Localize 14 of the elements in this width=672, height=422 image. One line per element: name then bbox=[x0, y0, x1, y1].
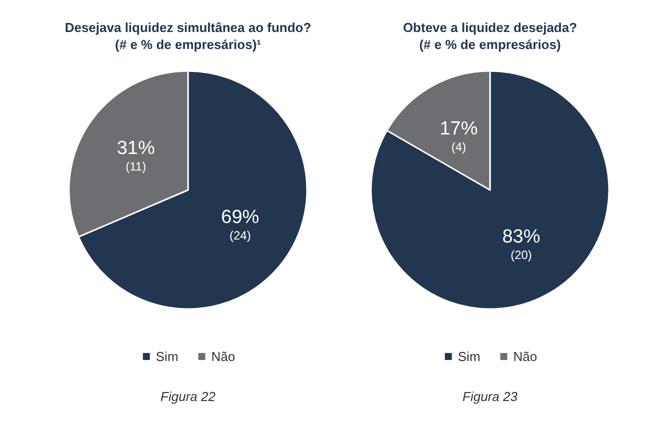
legend-label: Sim bbox=[156, 349, 178, 364]
legend-label: Não bbox=[513, 349, 538, 364]
chart-subtitle: (# e % de empresários)¹ bbox=[115, 37, 261, 52]
legend-label: Não bbox=[211, 349, 236, 364]
chart-subtitle: (# e % de empresários) bbox=[419, 37, 561, 52]
chart-title: Desejava liquidez simultânea ao fundo? bbox=[64, 20, 312, 35]
legend-label: Sim bbox=[458, 349, 480, 364]
text: Figura 22 bbox=[160, 389, 216, 404]
data-label: 17% (4) bbox=[440, 118, 478, 154]
data-label: 31% (11) bbox=[116, 138, 155, 174]
text: Figura 23 bbox=[462, 389, 518, 404]
data-label: 83% (20) bbox=[502, 226, 540, 262]
data-label: 69% (24) bbox=[221, 206, 260, 242]
chart-title: Obteve a liquidez desejada? bbox=[402, 20, 578, 35]
